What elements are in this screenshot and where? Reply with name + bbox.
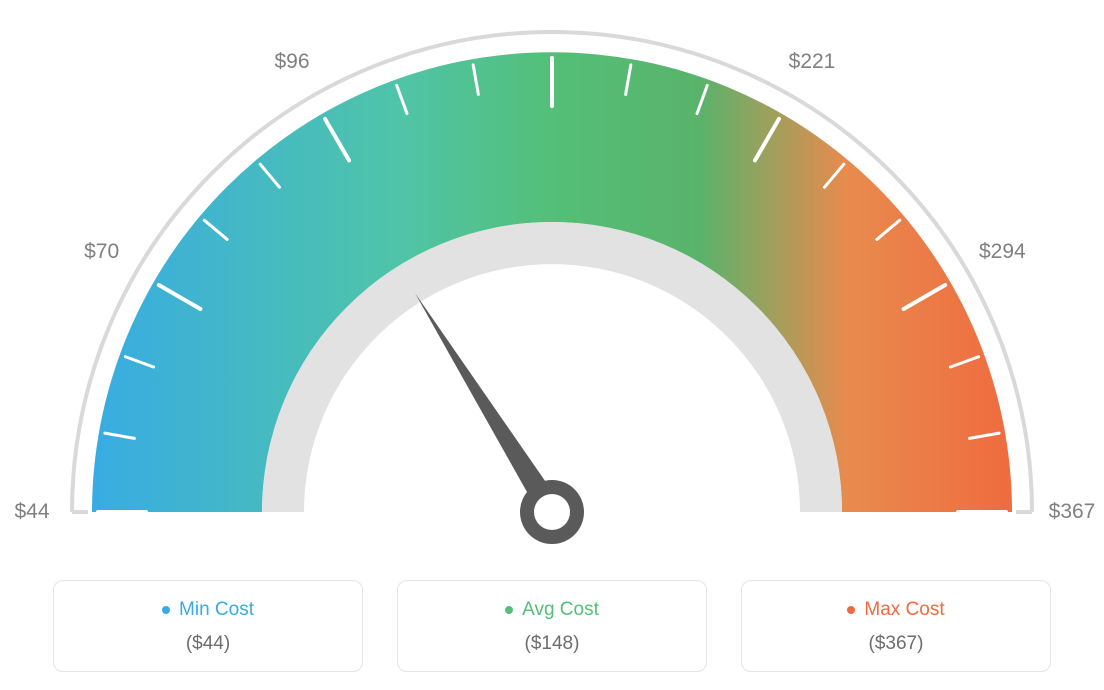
gauge-scale-label: $44	[14, 500, 49, 524]
legend-card-max: Max Cost ($367)	[741, 580, 1051, 672]
legend-label-max: Max Cost	[864, 599, 944, 621]
gauge-scale-label: $367	[1049, 500, 1096, 524]
legend-title-avg: Avg Cost	[505, 599, 599, 621]
cost-gauge: $44 $70 $96 $148 $221 $294 $367	[0, 0, 1104, 560]
legend-label-min: Min Cost	[179, 599, 254, 621]
legend-card-avg: Avg Cost ($148)	[397, 580, 707, 672]
legend-title-min: Min Cost	[162, 599, 254, 621]
gauge-scale-label: $294	[979, 240, 1026, 264]
legend-dot-min	[162, 606, 170, 614]
legend-value-min: ($44)	[64, 633, 352, 655]
legend-row: Min Cost ($44) Avg Cost ($148) Max Cost …	[0, 580, 1104, 672]
legend-title-max: Max Cost	[847, 599, 944, 621]
legend-card-min: Min Cost ($44)	[53, 580, 363, 672]
gauge-scale-label: $221	[789, 50, 836, 74]
legend-dot-avg	[505, 606, 513, 614]
gauge-scale-label: $148	[529, 0, 576, 4]
legend-dot-max	[847, 606, 855, 614]
legend-value-max: ($367)	[752, 633, 1040, 655]
legend-value-avg: ($148)	[408, 633, 696, 655]
gauge-scale-label: $70	[84, 240, 119, 264]
gauge-scale-label: $96	[274, 50, 309, 74]
legend-label-avg: Avg Cost	[522, 599, 599, 621]
